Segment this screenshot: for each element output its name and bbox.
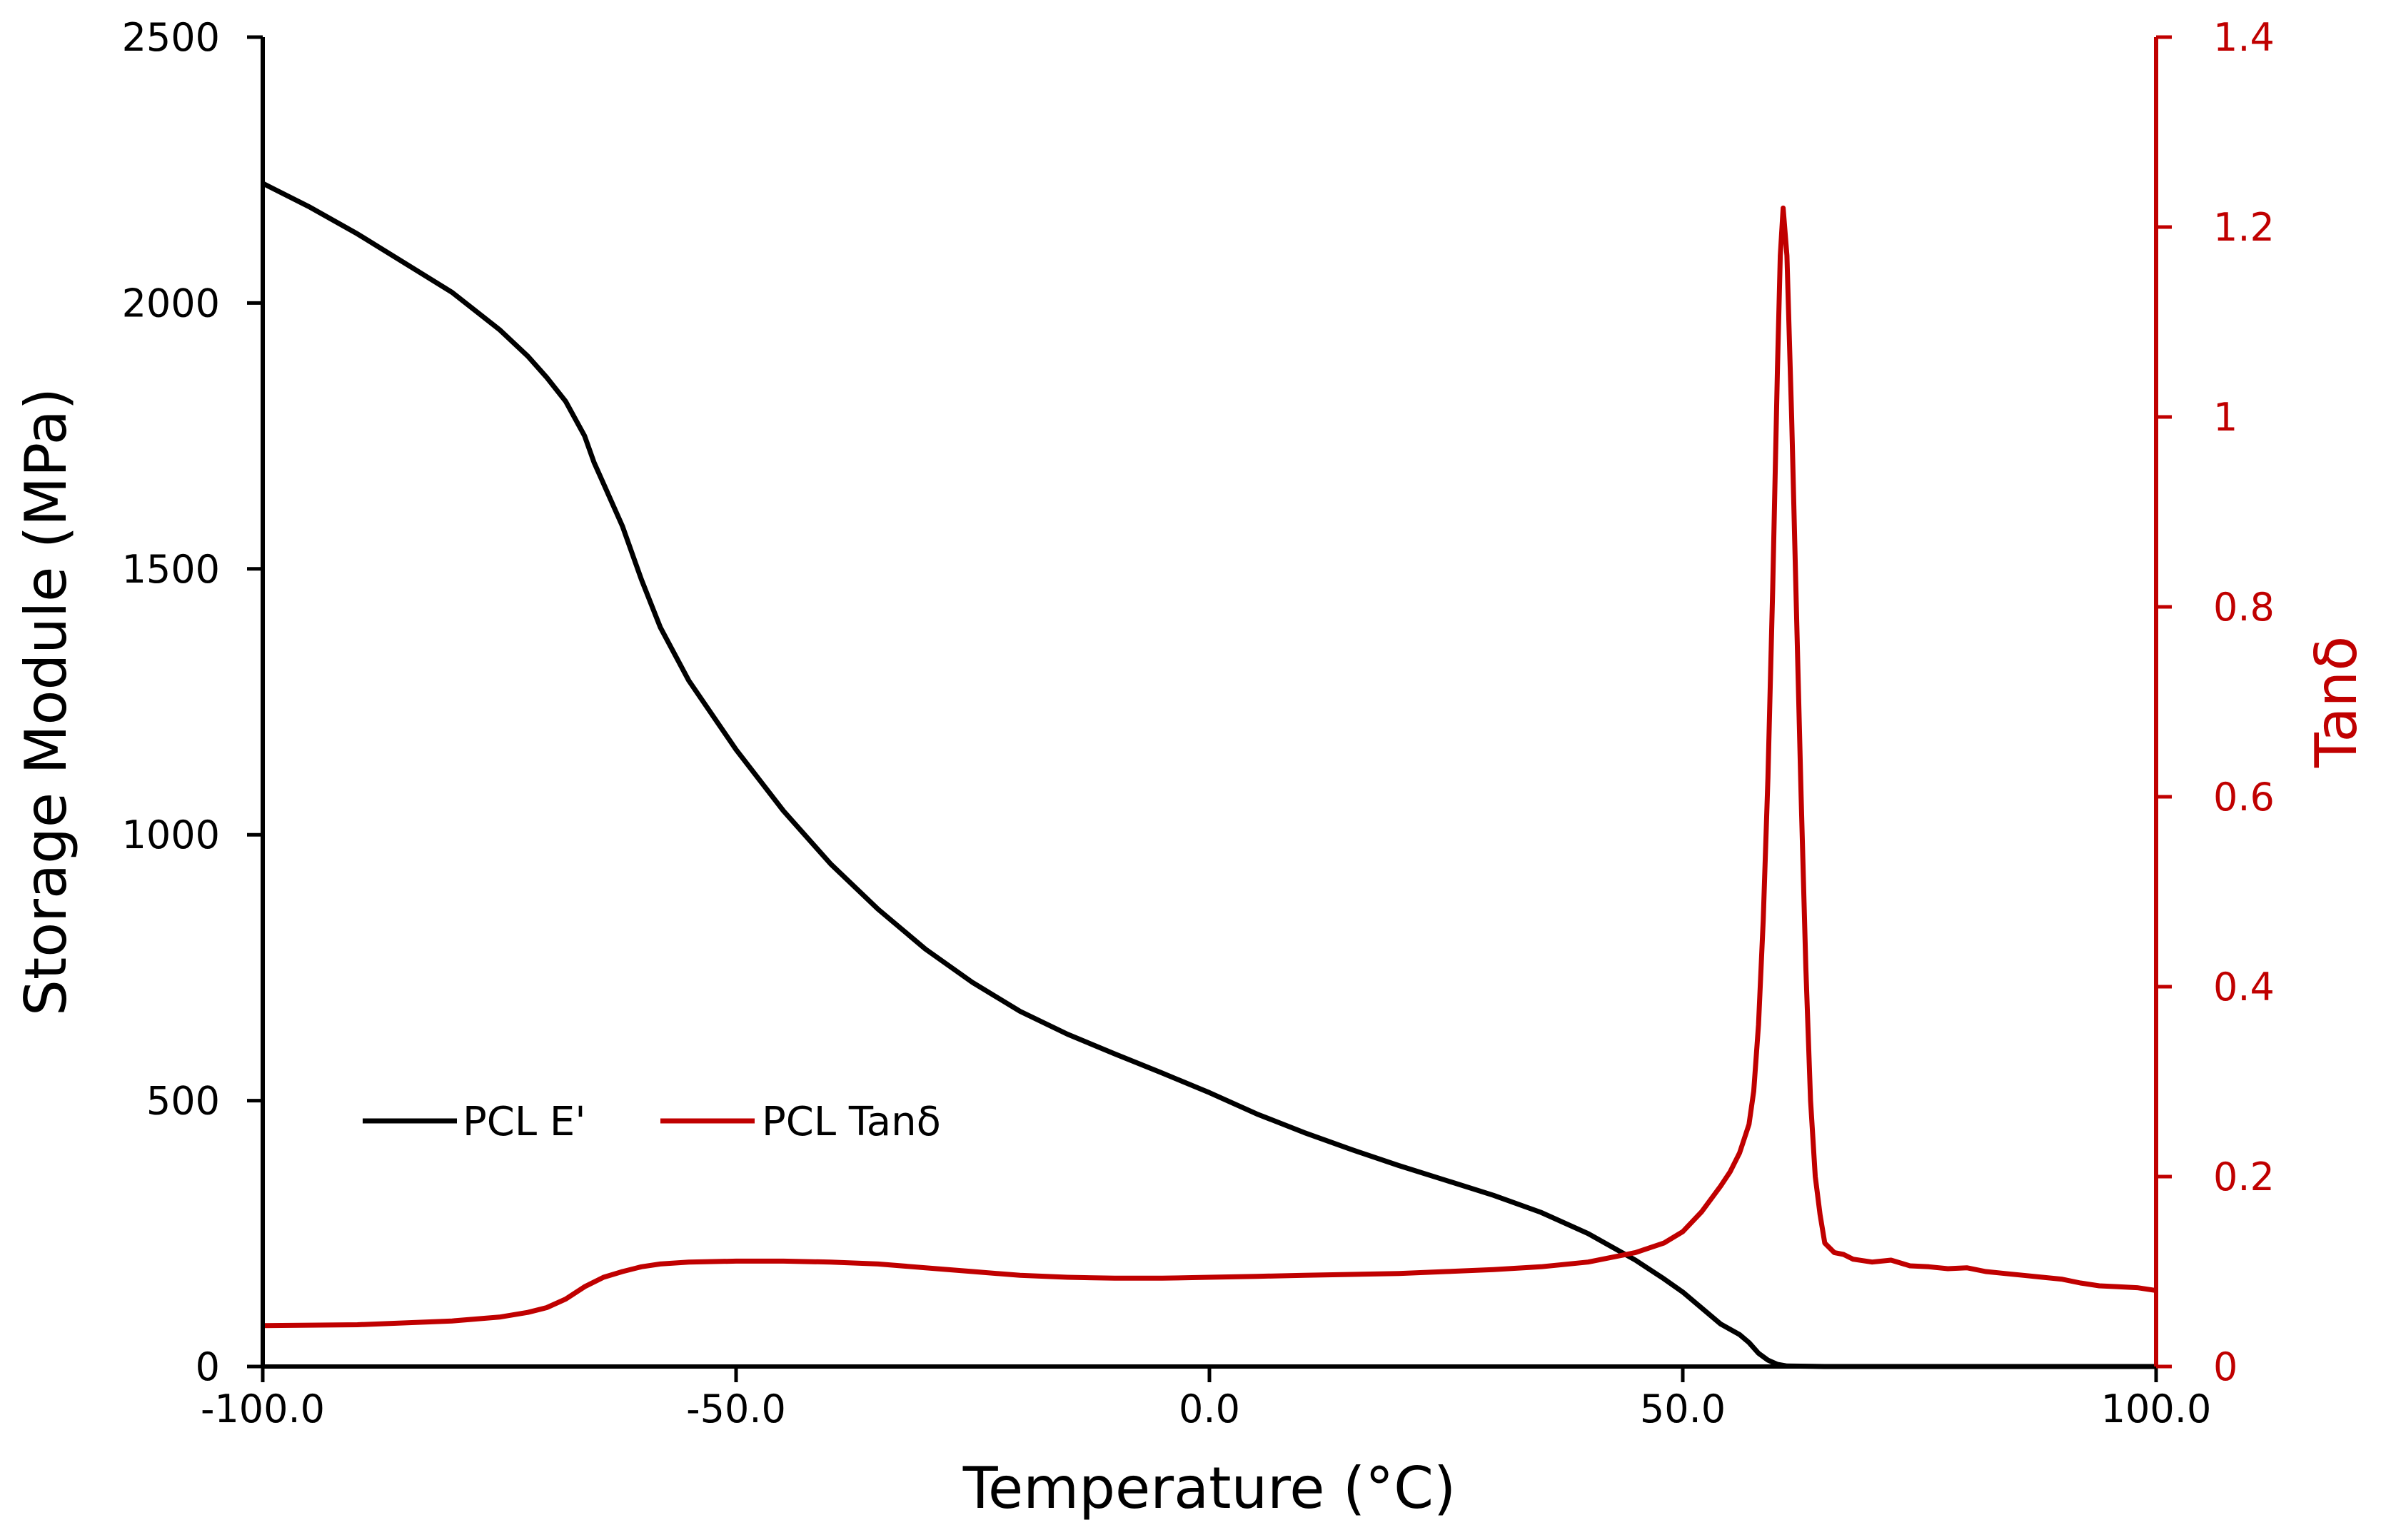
y-right-tick-label: 0.6: [2213, 775, 2275, 820]
x-tick-label: 0.0: [1179, 1386, 1240, 1431]
y-left-tick-label: 500: [146, 1079, 220, 1124]
x-axis-ticks: -100.0 -50.0 0.0 50.0 100.0: [201, 1367, 2211, 1431]
x-tick-label: 100.0: [2101, 1386, 2212, 1431]
y-right-tick-label: 1.2: [2213, 205, 2275, 250]
y-left-tick-label: 1500: [122, 547, 220, 592]
y-axis-left-title: Storage Module (MPa): [13, 388, 79, 1016]
y-left-tick-label: 2000: [122, 281, 220, 326]
y-axis-left-ticks: 0 500 1000 1500 2000 2500: [122, 15, 263, 1389]
x-tick-label: 50.0: [1640, 1386, 1726, 1431]
y-right-tick-label: 1.4: [2213, 15, 2275, 60]
legend-label-pcl-e-prime: PCL E': [463, 1099, 586, 1145]
y-right-tick-label: 0: [2213, 1344, 2237, 1389]
legend-label-pcl-tan-delta: PCL Tanδ: [762, 1099, 941, 1145]
y-right-tick-label: 0.4: [2213, 965, 2275, 1010]
y-right-tick-label: 1: [2213, 395, 2237, 440]
y-axis-right-ticks: 0 0.2 0.4 0.6 0.8 1 1.2 1.4: [2156, 15, 2275, 1389]
series-line-pcl-e-prime: [261, 181, 2156, 1369]
series-line-pcl-tan-delta: [262, 205, 2157, 1329]
y-left-tick-label: 1000: [122, 812, 220, 857]
y-left-tick-label: 0: [196, 1344, 220, 1389]
x-tick-label: -50.0: [686, 1386, 786, 1431]
x-axis-title: Temperature (°C): [962, 1455, 1456, 1521]
y-right-tick-label: 0.8: [2213, 585, 2275, 630]
y-left-tick-label: 2500: [122, 15, 220, 60]
y-right-tick-label: 0.2: [2213, 1154, 2275, 1199]
x-tick-label: -100.0: [201, 1386, 325, 1431]
legend: PCL E' PCL Tanδ: [363, 1099, 941, 1145]
y-axis-right-title: Tanδ: [2303, 636, 2370, 768]
